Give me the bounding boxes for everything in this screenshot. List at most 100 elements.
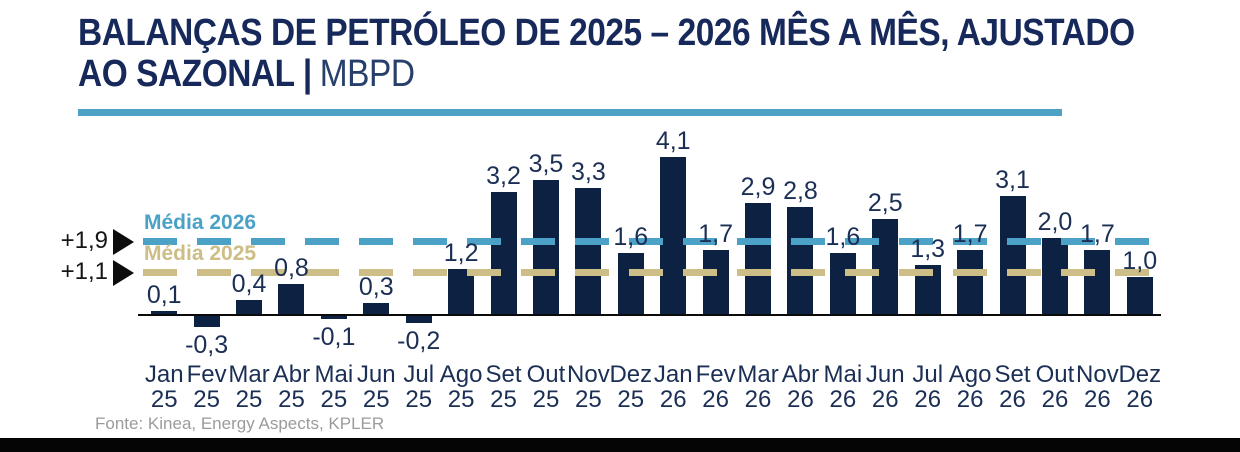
bar-value-label: -0,2 bbox=[397, 326, 441, 355]
bar bbox=[448, 268, 475, 315]
x-label-month: Abr bbox=[781, 361, 820, 388]
bar bbox=[151, 311, 178, 315]
x-label-year: 25 bbox=[193, 386, 220, 413]
x-label-month: Dez bbox=[609, 361, 653, 388]
bar bbox=[787, 207, 814, 315]
bar-value-label: 2,0 bbox=[1037, 208, 1073, 236]
x-label-month: Mar bbox=[737, 361, 779, 388]
x-axis-label: Ago 26 bbox=[944, 362, 996, 412]
x-axis-label: Fev 26 bbox=[690, 362, 742, 412]
x-axis-label: Mai 26 bbox=[817, 362, 869, 412]
x-label-year: 26 bbox=[787, 386, 814, 413]
bar bbox=[745, 203, 772, 315]
bar bbox=[193, 315, 220, 327]
bar-value-label: 1,7 bbox=[698, 219, 733, 248]
bar bbox=[363, 303, 390, 315]
x-label-month: Abr bbox=[272, 361, 311, 388]
x-axis-label: Jun 25 bbox=[350, 362, 402, 412]
x-label-year: 26 bbox=[1126, 386, 1154, 413]
x-axis-label: Set 26 bbox=[987, 362, 1039, 412]
bar bbox=[999, 195, 1026, 315]
x-label-year: 26 bbox=[829, 386, 857, 413]
media-2025-axis-value: +1,1 bbox=[60, 257, 108, 285]
x-label-year: 25 bbox=[490, 386, 517, 413]
x-axis-label: Nov 26 bbox=[1071, 362, 1123, 412]
x-axis-label: Dez 25 bbox=[605, 362, 657, 412]
media-2026-pointer-icon bbox=[113, 228, 134, 255]
bar-value-label: -0,1 bbox=[312, 322, 356, 351]
x-axis-label: Fev 25 bbox=[181, 362, 233, 412]
bar-value-label: 1,7 bbox=[1079, 219, 1115, 248]
media-2026-label: Média 2026 bbox=[144, 210, 257, 234]
x-label-year: 25 bbox=[575, 386, 602, 413]
x-label-month: Nov bbox=[567, 361, 610, 388]
x-label-month: Jun bbox=[356, 361, 396, 388]
x-label-month: Jan bbox=[144, 361, 184, 388]
bar-value-label: 2,5 bbox=[867, 188, 903, 217]
x-axis-label: Out 25 bbox=[520, 362, 572, 412]
bar-value-label: 0,3 bbox=[358, 273, 394, 302]
media-2025-label: Média 2025 bbox=[144, 241, 257, 265]
title-underline bbox=[78, 109, 1062, 116]
x-label-month: Dez bbox=[1118, 361, 1162, 388]
x-label-year: 26 bbox=[999, 386, 1026, 413]
x-label-month: Fev bbox=[186, 361, 227, 388]
bar-value-label: 2,8 bbox=[783, 177, 818, 206]
media-2025-dashed-line bbox=[143, 269, 1161, 277]
x-label-month: Ago bbox=[948, 361, 992, 388]
x-label-year: 26 bbox=[659, 386, 687, 413]
chart-title-line2: AO SAZONAL | MBPD bbox=[78, 54, 1135, 95]
x-axis-label: Jun 26 bbox=[859, 362, 911, 412]
x-label-year: 25 bbox=[235, 386, 263, 413]
chart-title-line1: BALANÇAS DE PETRÓLEO DE 2025 – 2026 MÊS … bbox=[78, 12, 1135, 54]
bar-value-label: 0,1 bbox=[146, 281, 182, 310]
bar-value-label: 3,2 bbox=[486, 161, 521, 190]
x-label-month: Jun bbox=[865, 361, 905, 388]
x-label-year: 25 bbox=[362, 386, 390, 413]
x-axis-label: Jan 26 bbox=[647, 362, 699, 412]
x-axis-label: Nov 25 bbox=[562, 362, 614, 412]
x-label-month: Ago bbox=[439, 361, 483, 388]
bar-value-label: 3,3 bbox=[570, 157, 606, 186]
bar-value-label: 1,7 bbox=[952, 219, 988, 248]
x-label-year: 25 bbox=[405, 386, 433, 413]
x-axis-label: Set 25 bbox=[478, 362, 530, 412]
x-axis-label: Mar 26 bbox=[732, 362, 784, 412]
x-label-year: 25 bbox=[532, 386, 560, 413]
x-label-month: Out bbox=[526, 361, 566, 388]
chart-title: BALANÇAS DE PETRÓLEO DE 2025 – 2026 MÊS … bbox=[78, 13, 1135, 95]
chart-title-line2-bold: AO SAZONAL | bbox=[78, 53, 312, 95]
bar-value-label: 3,5 bbox=[528, 150, 564, 179]
x-label-month: Jul bbox=[912, 361, 944, 388]
x-axis-label: Abr 25 bbox=[265, 362, 317, 412]
x-label-month: Fev bbox=[695, 361, 736, 388]
x-axis-label: Mar 25 bbox=[223, 362, 275, 412]
x-label-month: Set bbox=[994, 361, 1031, 388]
bar bbox=[405, 315, 432, 323]
bar bbox=[532, 180, 559, 315]
x-label-year: 26 bbox=[956, 386, 984, 413]
x-axis-line bbox=[138, 314, 1161, 316]
bar bbox=[575, 187, 602, 315]
bar-value-label: -0,3 bbox=[185, 330, 229, 359]
x-label-year: 25 bbox=[447, 386, 475, 413]
x-label-month: Jan bbox=[653, 361, 693, 388]
media-2026-dashed-line bbox=[143, 238, 1161, 246]
source-note: Fonte: Kinea, Energy Aspects, KPLER bbox=[95, 414, 385, 433]
media-2025-pointer-icon bbox=[113, 259, 134, 286]
x-label-year: 26 bbox=[1084, 386, 1111, 413]
bar bbox=[1126, 276, 1153, 315]
x-label-year: 26 bbox=[744, 386, 772, 413]
bar bbox=[957, 249, 984, 315]
x-label-year: 25 bbox=[320, 386, 348, 413]
bar bbox=[617, 253, 644, 315]
bar-value-label: 0,8 bbox=[274, 254, 309, 283]
bar bbox=[660, 157, 687, 315]
x-label-month: Out bbox=[1035, 361, 1075, 388]
x-label-month: Mai bbox=[823, 361, 863, 388]
bar bbox=[829, 253, 856, 315]
x-axis-label: Dez 26 bbox=[1114, 362, 1166, 412]
x-label-year: 26 bbox=[871, 386, 899, 413]
bar bbox=[490, 191, 517, 315]
x-label-month: Nov bbox=[1076, 361, 1119, 388]
